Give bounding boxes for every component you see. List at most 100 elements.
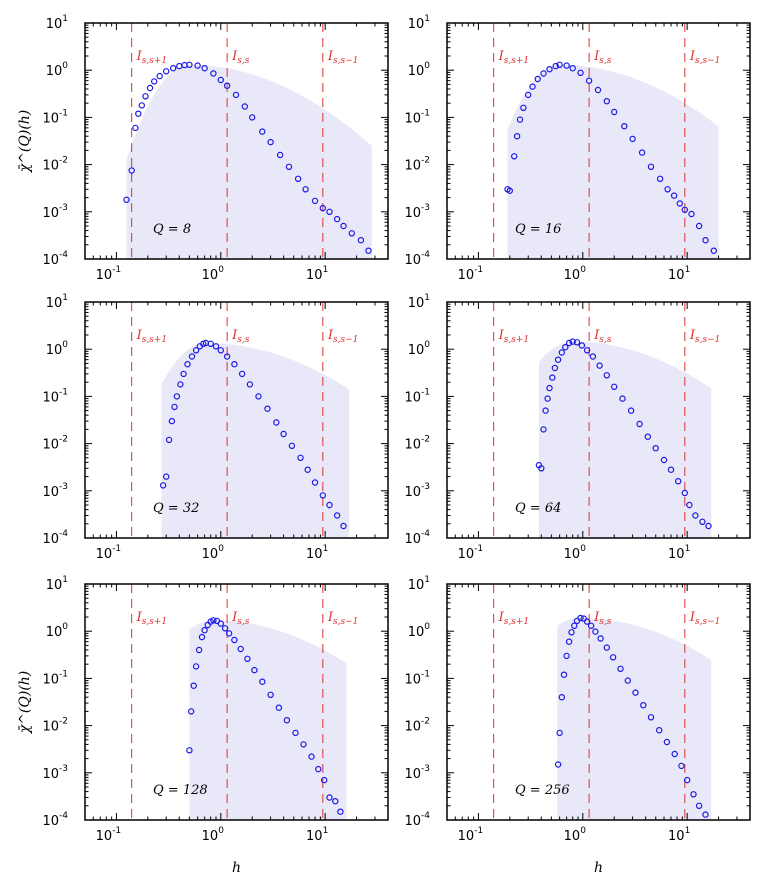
data-point: [520, 104, 527, 112]
data-point: [315, 765, 322, 773]
y-tick-label: 10-2: [404, 435, 430, 453]
density-shade: [189, 620, 347, 820]
y-tick-label: 10-4: [404, 811, 430, 829]
data-point: [244, 655, 251, 663]
data-point: [684, 776, 691, 784]
data-point: [587, 622, 595, 630]
data-point: [585, 77, 593, 84]
axes-frame: [446, 301, 751, 539]
panel-annotation: Q = 8: [153, 222, 191, 237]
panel-4: Is,s+1 Is,s Is,s−1 10-1 100 101 10-4 10-3 10-2 10…: [404, 293, 751, 562]
data-point: [259, 128, 266, 135]
y-tick-label: 10-1: [42, 387, 68, 405]
data-point: [603, 372, 611, 379]
data-point: [225, 630, 233, 637]
data-point: [168, 417, 176, 425]
data-point: [192, 663, 200, 670]
y-tick-label: 100: [46, 340, 69, 358]
data-point: [636, 420, 643, 428]
data-point: [603, 97, 611, 105]
data-point: [201, 64, 208, 72]
data-point: [283, 717, 291, 724]
data-point: [563, 652, 570, 660]
density-shade: [507, 64, 719, 259]
data-point: [621, 122, 628, 130]
axes-frame: [84, 22, 389, 260]
x-tick-label: 10-1: [458, 826, 484, 844]
panel-2: Is,s+1 Is,s Is,s−1 10-1 100 101 10-4 10-3 10-2 10…: [404, 14, 751, 283]
y-tick-label: 10-4: [404, 250, 430, 268]
data-point: [568, 629, 575, 636]
region-label-1: Is,s+1: [136, 328, 168, 345]
data-point: [560, 671, 568, 678]
data-point: [554, 761, 562, 768]
axes-frame: [446, 22, 751, 260]
data-point: [264, 405, 271, 412]
y-tick-label: 101: [408, 14, 430, 32]
data-point: [597, 635, 604, 642]
data-point: [681, 206, 689, 213]
data-point: [525, 91, 532, 99]
data-point: [267, 138, 274, 146]
data-point: [238, 370, 246, 378]
data-point: [569, 338, 576, 345]
data-point: [589, 353, 597, 360]
data-point: [210, 617, 217, 624]
data-point: [558, 694, 566, 701]
data-point: [571, 622, 578, 630]
data-point: [201, 627, 208, 634]
data-point: [186, 61, 193, 69]
y-tick-label: 10-4: [42, 529, 68, 547]
data-point: [186, 747, 193, 754]
data-point: [540, 70, 547, 77]
data-point: [592, 628, 599, 635]
data-point: [192, 347, 200, 354]
data-point: [246, 381, 254, 388]
data-point: [663, 738, 671, 746]
data-point: [340, 522, 347, 530]
x-tick-label: 10-1: [96, 826, 122, 844]
data-point: [678, 762, 685, 770]
data-point: [578, 342, 586, 349]
data-point: [699, 518, 706, 526]
data-point: [237, 645, 244, 653]
data-point: [138, 102, 145, 109]
data-point: [326, 794, 333, 801]
data-point: [676, 200, 684, 207]
region-label-3: Is,s−1: [689, 610, 721, 627]
y-tick-label: 10-1: [42, 108, 68, 126]
data-point: [551, 364, 559, 372]
panel-annotation: Q = 32: [153, 501, 199, 516]
y-tick-label: 10-1: [42, 669, 68, 687]
y-tick-label: 10-3: [404, 482, 430, 500]
panel-annotation: Q = 16: [515, 222, 561, 237]
data-point: [583, 347, 591, 354]
region-label-2: Is,s: [593, 610, 612, 627]
x-tick-label: 100: [202, 544, 225, 562]
data-point: [212, 343, 220, 350]
data-point: [702, 236, 709, 244]
data-point: [195, 646, 203, 654]
data-point: [619, 395, 626, 402]
region-label-1: Is,s+1: [136, 610, 168, 627]
x-tick-label: 100: [564, 826, 587, 844]
data-point: [513, 132, 521, 140]
data-point: [210, 70, 217, 77]
data-point: [159, 482, 167, 489]
data-point: [311, 479, 319, 486]
data-point: [644, 433, 652, 440]
y-tick-label: 10-3: [42, 764, 68, 782]
data-point: [217, 347, 224, 354]
data-point: [348, 230, 355, 237]
data-point: [573, 339, 581, 346]
panel-annotation: Q = 256: [515, 783, 570, 798]
data-point: [556, 729, 563, 737]
data-point: [692, 512, 699, 519]
y-axis-label: χ̄^(Q)(h): [17, 110, 33, 174]
data-point: [688, 210, 695, 218]
density-shade: [557, 618, 712, 820]
data-point: [288, 442, 296, 449]
data-point: [207, 340, 214, 347]
x-tick-label: 101: [306, 826, 328, 844]
data-point: [660, 456, 668, 464]
